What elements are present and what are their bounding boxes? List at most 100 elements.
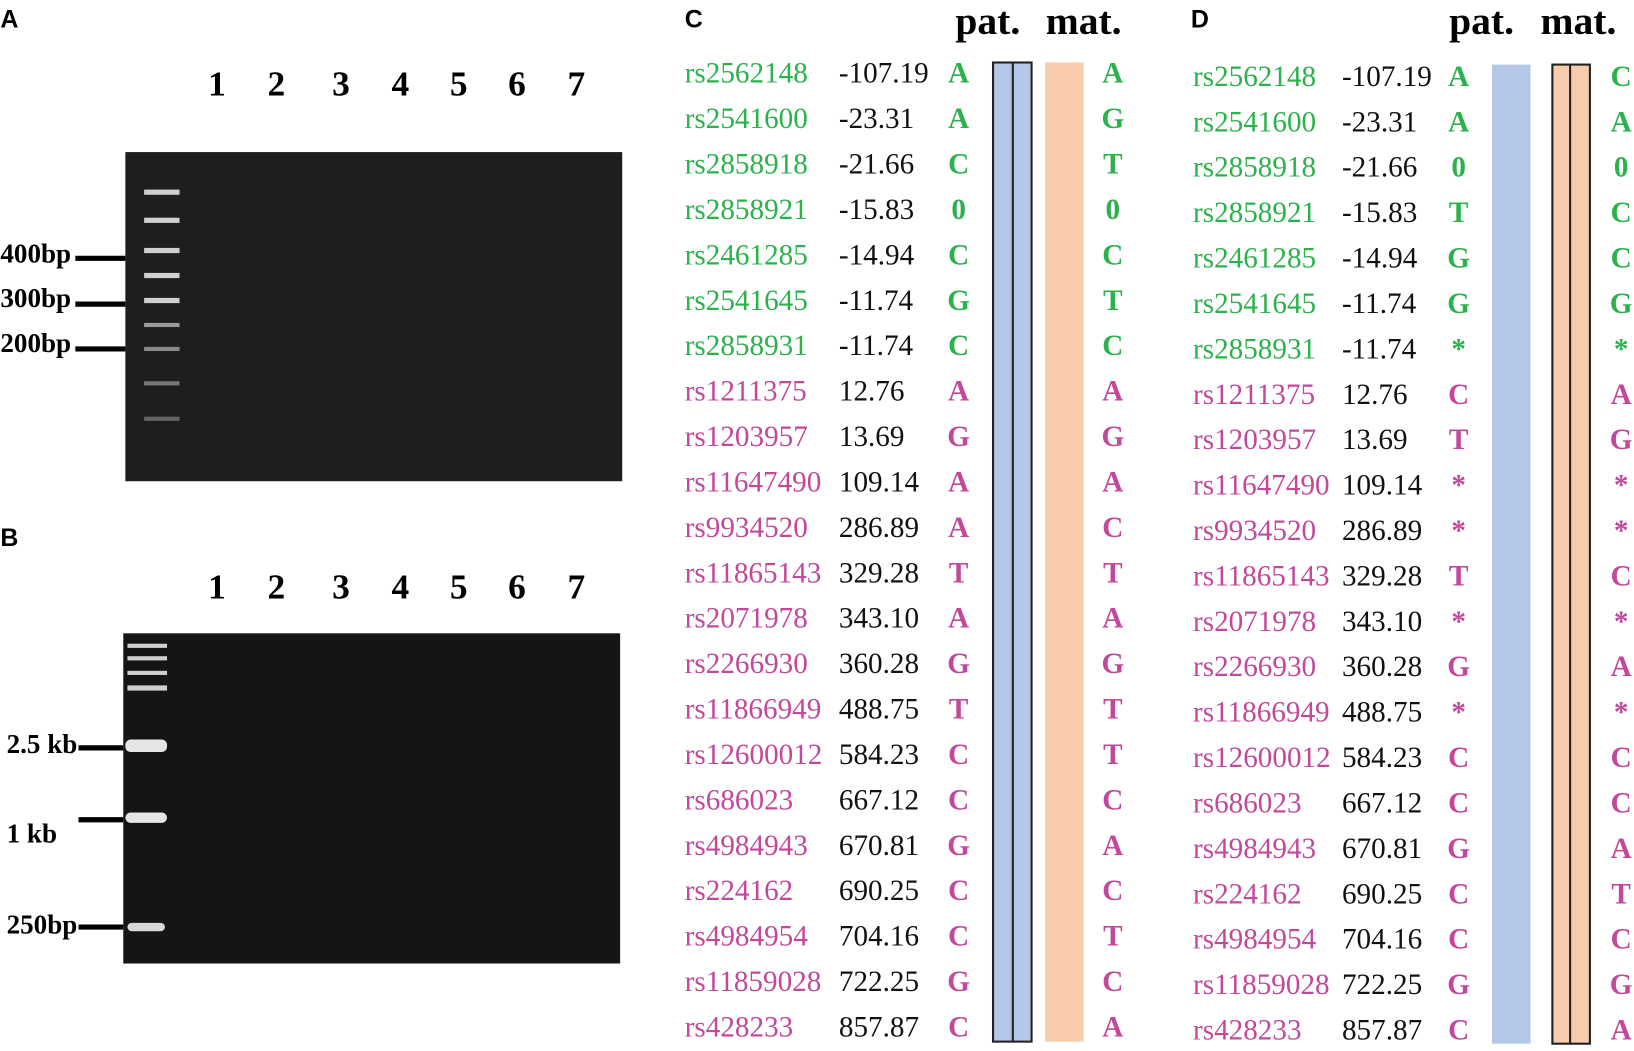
- snp-position: -21.66: [1342, 152, 1417, 184]
- pat-allele: G: [1447, 833, 1470, 865]
- snp-id: rs11647490: [1193, 470, 1330, 502]
- size-marker: 2.5 kb: [7, 729, 78, 759]
- mat-allele: C: [1102, 512, 1123, 544]
- snp-id: rs224162: [685, 875, 794, 907]
- mat-allele: *: [1614, 697, 1629, 729]
- panel-label: B: [0, 524, 18, 552]
- snp-id: rs2858921: [685, 194, 808, 226]
- pat-allele: C: [1448, 787, 1469, 819]
- snp-position: 722.25: [839, 966, 919, 998]
- snp-id: rs2541645: [685, 285, 808, 317]
- mat-allele: *: [1614, 606, 1629, 638]
- snp-id: rs11866949: [685, 694, 822, 726]
- snp-position: 488.75: [1342, 697, 1422, 729]
- snp-id: rs2858918: [1193, 152, 1316, 184]
- mat-allele: C: [1102, 239, 1123, 271]
- mat-allele: C: [1611, 560, 1632, 592]
- snp-position: 488.75: [839, 694, 919, 726]
- snp-position: 670.81: [1342, 833, 1422, 865]
- snp-id: rs4984954: [685, 921, 809, 953]
- mat-allele: A: [1102, 1011, 1123, 1043]
- snp-position: -14.94: [1342, 243, 1418, 275]
- snp-id: rs11865143: [1193, 560, 1330, 592]
- pat-allele: *: [1451, 697, 1466, 729]
- mat-allele: A: [1611, 379, 1632, 411]
- snp-position: -23.31: [839, 103, 914, 135]
- pat-allele: G: [1447, 651, 1470, 683]
- snp-position: 722.25: [1342, 969, 1422, 1001]
- snp-id: rs1203957: [1193, 424, 1316, 456]
- panel-label: A: [0, 5, 18, 33]
- marker-lines-a: [75, 255, 126, 352]
- snp-position: 704.16: [839, 921, 919, 953]
- pat-allele: A: [948, 58, 969, 90]
- mat-allele: A: [1102, 830, 1123, 862]
- gel-a: [125, 152, 623, 482]
- pat-allele: *: [1451, 515, 1466, 547]
- snp-id: rs4984943: [1193, 833, 1316, 865]
- snp-id: rs9934520: [1193, 515, 1316, 547]
- size-marker: 1 kb: [7, 819, 57, 849]
- mat-allele: G: [1610, 969, 1633, 1001]
- mat-allele: A: [1611, 1015, 1632, 1047]
- pat-allele: A: [948, 103, 969, 135]
- snp-position: -11.74: [839, 285, 914, 317]
- size-marker: 300bp: [0, 283, 71, 313]
- pat-bar-d: [1491, 64, 1531, 1044]
- panel-label: C: [685, 5, 703, 33]
- mat-allele: C: [1611, 197, 1632, 229]
- snp-position: -14.94: [839, 239, 915, 271]
- snp-id: rs4984954: [1193, 924, 1317, 956]
- snp-position: 343.10: [839, 603, 919, 635]
- snp-position: 286.89: [839, 512, 919, 544]
- pat-allele: C: [948, 784, 969, 816]
- snp-id: rs9934520: [685, 512, 808, 544]
- lane-number: 1: [208, 64, 226, 104]
- snp-position: -15.83: [1342, 197, 1417, 229]
- mat-allele: G: [1101, 421, 1124, 453]
- lane-number: 6: [508, 567, 526, 607]
- pat-allele: G: [947, 421, 970, 453]
- mat-allele: 0: [1106, 194, 1121, 226]
- mat-allele: A: [1102, 376, 1123, 408]
- lane-number: 3: [332, 567, 350, 607]
- snp-id: rs2858918: [685, 149, 808, 181]
- column-header: mat.: [1046, 0, 1122, 43]
- snp-id: rs2461285: [685, 239, 808, 271]
- mat-allele: *: [1614, 470, 1629, 502]
- pat-allele: C: [948, 149, 969, 181]
- pat-allele: T: [949, 557, 968, 589]
- snp-id: rs12600012: [685, 739, 823, 771]
- mat-allele: A: [1611, 833, 1632, 865]
- snp-id: rs12600012: [1193, 742, 1331, 774]
- snp-position: -11.74: [839, 330, 914, 362]
- mat-allele: G: [1610, 424, 1633, 456]
- snp-position: 13.69: [839, 421, 905, 453]
- column-header: pat.: [955, 0, 1020, 43]
- mat-allele: T: [1103, 285, 1122, 317]
- mat-allele: C: [1102, 966, 1123, 998]
- mat-allele: T: [1103, 694, 1122, 726]
- mat-allele: A: [1611, 651, 1632, 683]
- snp-position: 584.23: [839, 739, 919, 771]
- mat-allele: A: [1102, 58, 1123, 90]
- pat-allele: *: [1451, 606, 1466, 638]
- snp-id: rs11647490: [685, 466, 822, 498]
- gel-b: [123, 633, 621, 964]
- lane-number: 5: [450, 567, 468, 607]
- pat-allele: A: [1448, 61, 1469, 93]
- pat-allele: C: [948, 1011, 969, 1043]
- pat-allele: 0: [951, 194, 966, 226]
- snp-id: rs2858931: [1193, 333, 1316, 365]
- snp-id: rs686023: [1193, 787, 1302, 819]
- snp-position: 360.28: [1342, 651, 1422, 683]
- panel-label: D: [1191, 5, 1209, 33]
- mat-allele: C: [1611, 742, 1632, 774]
- mat-allele: C: [1102, 784, 1123, 816]
- lane-number: 4: [391, 64, 409, 104]
- snp-id: rs686023: [685, 784, 794, 816]
- mat-allele: *: [1614, 515, 1629, 547]
- mat-allele: T: [1103, 739, 1122, 771]
- snp-position: 12.76: [839, 376, 905, 408]
